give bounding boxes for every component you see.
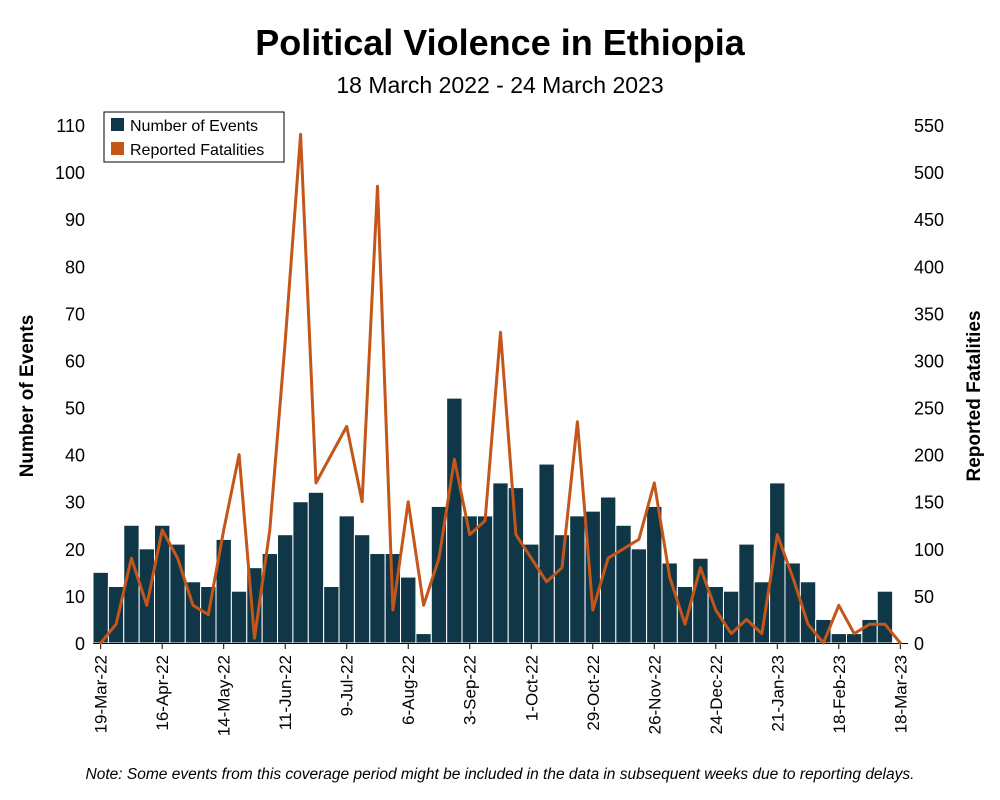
y-left-tick-label: 40 — [65, 446, 85, 466]
y-left-tick-label: 30 — [65, 493, 85, 513]
bar-events — [92, 571, 109, 644]
x-tick-label: 9-Jul-22 — [338, 655, 357, 716]
y-left-tick-label: 70 — [65, 304, 85, 324]
y-left-tick-label: 20 — [65, 540, 85, 560]
y-right-tick-label: 500 — [914, 163, 944, 183]
bar-events — [353, 534, 371, 644]
bar-events — [738, 543, 755, 644]
line-layer — [99, 132, 902, 645]
bar-events — [830, 633, 847, 644]
x-tick-label: 29-Oct-22 — [584, 655, 603, 731]
legend-swatch-fatalities — [111, 142, 124, 155]
y-right-tick-label: 0 — [914, 634, 924, 654]
legend: Number of Events Reported Fatalities — [103, 111, 285, 163]
y-left-tick-label: 0 — [75, 634, 85, 654]
footnote: Note: Some events from this coverage per… — [85, 766, 915, 783]
bars-layer — [92, 397, 894, 644]
bar-events — [292, 501, 309, 644]
bar-events — [476, 515, 494, 644]
bar-events — [415, 633, 432, 644]
bar-events — [138, 548, 156, 644]
bar-events — [507, 487, 525, 644]
chart-subtitle: 18 March 2022 - 24 March 2023 — [336, 72, 664, 98]
bar-events — [277, 534, 294, 644]
y-left-tick-label: 100 — [55, 163, 85, 183]
legend-box — [103, 111, 285, 163]
bar-events — [876, 590, 894, 644]
bar-events — [446, 397, 463, 644]
bar-events — [307, 491, 325, 644]
chart: 0 10 20 30 40 50 60 70 80 90 100 110 0 50 100 150 200 250… — [17, 111, 985, 736]
bar-events — [646, 505, 663, 644]
y-left-tick-label: 110 — [56, 116, 85, 136]
bar-events — [400, 576, 417, 644]
y-right-tick-label: 100 — [914, 540, 944, 560]
bar-events — [338, 515, 355, 644]
x-tick-label: 18-Feb-23 — [830, 655, 849, 733]
x-tick-label: 6-Aug-22 — [399, 655, 418, 725]
y-right-tick-label: 450 — [914, 210, 944, 230]
y-left-tick-label: 90 — [65, 210, 85, 230]
x-tick-label: 3-Sep-22 — [461, 655, 480, 725]
y-left-tick-label: 80 — [65, 257, 85, 277]
y-right-tick-label: 550 — [914, 116, 944, 136]
y-right-tick-label: 50 — [914, 587, 934, 607]
bar-events — [538, 463, 555, 644]
y-left-tick-label: 50 — [65, 399, 85, 419]
y-left-axis-title: Number of Events — [17, 315, 38, 478]
legend-swatch-events — [111, 118, 124, 131]
bar-events — [722, 590, 740, 644]
y-left-tick-label: 10 — [65, 587, 85, 607]
y-right-tick-label: 200 — [914, 446, 944, 466]
bar-events — [492, 482, 509, 644]
x-tick-label: 18-Mar-23 — [891, 655, 910, 733]
bar-events — [553, 534, 571, 644]
x-tick-label: 11-Jun-22 — [276, 655, 295, 730]
bar-events — [676, 585, 694, 644]
y-left-tick-label: 60 — [65, 351, 85, 371]
bar-events — [569, 515, 586, 644]
bar-events — [230, 590, 248, 644]
x-tick-label: 1-Oct-22 — [522, 655, 541, 721]
legend-label-fatalities: Reported Fatalities — [130, 142, 264, 159]
x-tick-label: 21-Jan-23 — [768, 655, 787, 732]
bar-events — [599, 496, 617, 644]
chart-title: Political Violence in Ethiopia — [255, 22, 745, 63]
y-right-tick-label: 400 — [914, 257, 944, 277]
x-tick-label: 14-May-22 — [215, 655, 234, 736]
bar-events — [369, 553, 386, 644]
y-right-tick-label: 250 — [914, 399, 944, 419]
axes-layer: 0 10 20 30 40 50 60 70 80 90 100 110 0 50 100 150 200 250… — [17, 116, 985, 736]
y-right-axis-title: Reported Fatalities — [964, 310, 985, 481]
y-right-tick-label: 350 — [914, 304, 944, 324]
x-tick-label: 26-Nov-22 — [645, 655, 664, 734]
legend-label-events: Number of Events — [130, 118, 258, 135]
y-right-tick-label: 300 — [914, 351, 944, 371]
x-tick-label: 19-Mar-22 — [92, 655, 111, 733]
bar-events — [323, 585, 340, 644]
y-right-tick-label: 150 — [914, 493, 944, 513]
x-tick-label: 24-Dec-22 — [707, 655, 726, 734]
bar-events — [615, 524, 632, 644]
x-tick-label: 16-Apr-22 — [153, 655, 172, 731]
bar-events — [630, 548, 648, 644]
